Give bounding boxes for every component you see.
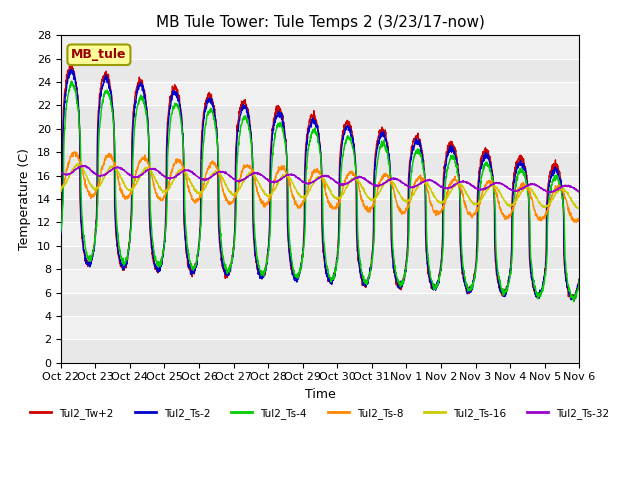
Text: MB_tule: MB_tule [71, 48, 127, 61]
Legend: Tul2_Tw+2, Tul2_Ts-2, Tul2_Ts-4, Tul2_Ts-8, Tul2_Ts-16, Tul2_Ts-32: Tul2_Tw+2, Tul2_Ts-2, Tul2_Ts-4, Tul2_Ts… [26, 404, 614, 423]
Bar [61, 36, 579, 59]
Bar [61, 106, 579, 129]
Bar [61, 59, 579, 82]
Bar [61, 199, 579, 222]
Bar [61, 269, 579, 292]
Bar [61, 82, 579, 106]
Bar [61, 129, 579, 152]
Y-axis label: Temperature (C): Temperature (C) [19, 148, 31, 250]
Bar [61, 222, 579, 246]
Bar [61, 292, 579, 316]
Title: MB Tule Tower: Tule Temps 2 (3/23/17-now): MB Tule Tower: Tule Temps 2 (3/23/17-now… [156, 15, 484, 30]
Bar [61, 316, 579, 339]
Bar [61, 246, 579, 269]
Bar [61, 176, 579, 199]
Bar [61, 152, 579, 176]
Bar [61, 339, 579, 363]
X-axis label: Time: Time [305, 388, 335, 401]
